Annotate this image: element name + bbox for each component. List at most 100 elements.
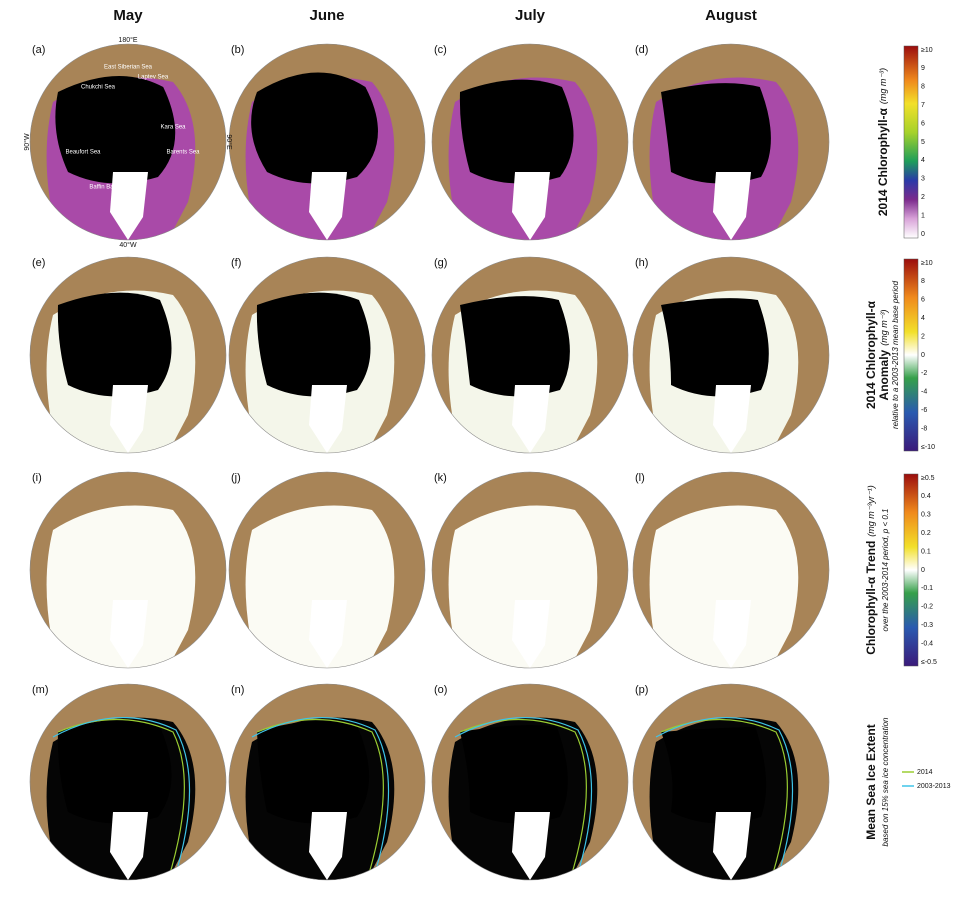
panel-label: (c) — [434, 44, 447, 56]
legend-label: 2014 — [917, 769, 933, 776]
map-grid: (a) (b) (c) (d) (e) (f) (g) (h) (i) (j) (k) (l) (m) (… — [23, 36, 830, 881]
map-border — [632, 471, 830, 669]
map-border — [228, 471, 426, 669]
legend-note: based on 15% sea ice concentration — [881, 717, 890, 847]
colorbar-tick-label: 2 — [921, 194, 925, 201]
colorbar-tick-label: -0.2 — [921, 604, 933, 611]
greenland — [309, 600, 347, 668]
map-panel — [633, 472, 829, 668]
colorbar-tick-label: ≥10 — [921, 47, 933, 54]
map-border — [228, 43, 426, 241]
colorbar-tick-label: 2 — [921, 333, 925, 340]
colorbar-tick-label: -4 — [921, 389, 927, 396]
ice-edge-mean — [655, 717, 794, 880]
greenland — [512, 812, 550, 880]
sea-label: Laptev Sea — [138, 75, 169, 81]
greenland — [512, 385, 550, 453]
map-label: 90°E — [225, 134, 233, 150]
panel-label: (j) — [231, 472, 241, 484]
map-border — [29, 43, 227, 241]
greenland — [110, 385, 148, 453]
sea-label: Chukchi Sea — [81, 85, 116, 91]
legend-title-part: 2014 Chlorophyll-α — [864, 300, 878, 409]
ice-edge-mean — [52, 717, 191, 880]
colorbar-tick-label: 0.2 — [921, 530, 931, 537]
legend-unit: (mg m⁻³) — [878, 68, 888, 104]
map-border — [228, 683, 426, 881]
greenland — [512, 172, 550, 240]
colorbar-tick-label: 0 — [921, 231, 925, 238]
map-border — [431, 471, 629, 669]
panel-label: (b) — [231, 44, 244, 56]
map-border — [632, 43, 830, 241]
greenland — [110, 600, 148, 668]
legend-label: 2003-2013 — [917, 783, 951, 790]
map-panel — [30, 257, 226, 453]
colorbar-tick-label: 0.1 — [921, 548, 931, 555]
panel-label: (d) — [635, 44, 648, 56]
panel-label: (g) — [434, 257, 447, 269]
colorbar-tick-label: ≥0.5 — [921, 475, 935, 482]
colorbar-tick-label: -6 — [921, 407, 927, 414]
sea-ice — [460, 296, 570, 397]
colorbar-tick-label: -0.3 — [921, 622, 933, 629]
colorbar-tick-label: 1 — [921, 212, 925, 219]
map-panel — [30, 44, 226, 240]
colorbar-tick-label: -8 — [921, 425, 927, 432]
map-panel — [229, 44, 425, 240]
colorbar-tick-label: -2 — [921, 370, 927, 377]
panel-label: (a) — [32, 44, 45, 56]
map-panel — [229, 684, 425, 880]
column-header: August — [705, 7, 757, 24]
colorbar-tick-label: 0.4 — [921, 493, 931, 500]
legend-title-part: Anomaly — [877, 349, 891, 400]
map-panel — [229, 257, 425, 453]
map-panel — [633, 684, 829, 880]
colorbar-tick-label: -0.1 — [921, 585, 933, 592]
colorbar-tick-label: 7 — [921, 102, 925, 109]
sea-ice — [661, 298, 769, 397]
ice-edge-mean — [251, 717, 390, 880]
map-label: 40°W — [119, 241, 137, 249]
panel-label: (l) — [635, 472, 645, 484]
colorbar-tick-label: 4 — [921, 315, 925, 322]
greenland — [110, 812, 148, 880]
greenland — [309, 385, 347, 453]
sea-ice — [661, 83, 771, 184]
greenland — [713, 600, 751, 668]
map-border — [632, 683, 830, 881]
legend-title-part: Chlorophyll-α Trend — [864, 541, 878, 655]
sea-label: Beaufort Sea — [65, 150, 101, 156]
greenland — [713, 812, 751, 880]
colorbar-tick-label: 0 — [921, 352, 925, 359]
map-border — [29, 256, 227, 454]
map-border — [632, 256, 830, 454]
map-panel — [633, 257, 829, 453]
colorbar-tick-label: ≤-0.5 — [921, 659, 937, 666]
sea-ice — [251, 72, 378, 184]
sea-ice — [57, 719, 172, 824]
legend-unit: (mg m⁻³yr⁻¹) — [866, 485, 876, 537]
legend-title-part: Mean Sea Ice Extent — [864, 724, 878, 839]
sea-ice — [55, 76, 176, 184]
sea-ice — [256, 292, 371, 397]
panel-label: (p) — [635, 684, 648, 696]
map-border — [228, 256, 426, 454]
panel-label: (k) — [434, 472, 447, 484]
legend-title-part: 2014 Chlorophyll-α — [876, 107, 890, 216]
colorbar-tick-label: 6 — [921, 297, 925, 304]
greenland — [713, 172, 751, 240]
greenland — [713, 385, 751, 453]
colorbar — [903, 258, 919, 452]
sea-label: Barents Sea — [166, 150, 200, 156]
map-border — [29, 471, 227, 669]
legend-column: 2014 Chlorophyll-α(mg m⁻³)≥1098765432102… — [864, 45, 951, 847]
panel-label: (o) — [434, 684, 447, 696]
map-panel — [432, 472, 628, 668]
map-label: 90°W — [23, 133, 31, 151]
ocean — [649, 505, 799, 668]
map-border — [29, 683, 227, 881]
sea-ice — [459, 79, 574, 184]
sea-ice — [257, 721, 370, 824]
